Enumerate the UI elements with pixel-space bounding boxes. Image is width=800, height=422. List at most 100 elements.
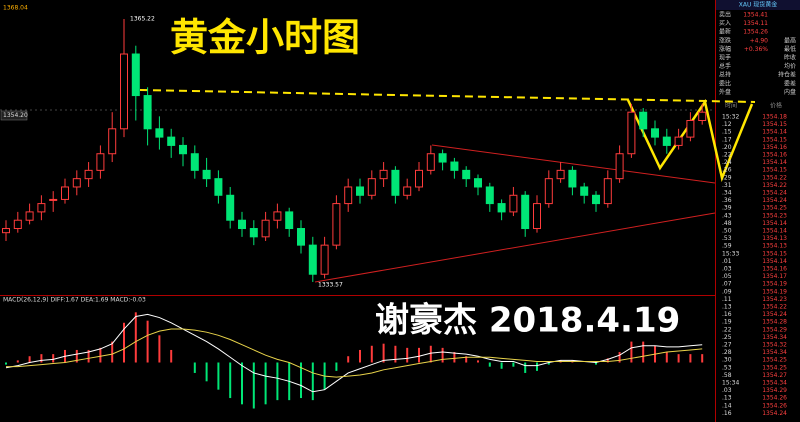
candle-body	[426, 153, 435, 171]
tick-price: 1354.14	[762, 159, 787, 166]
tick-price: 1354.34	[762, 380, 787, 387]
tick-price: 1354.16	[762, 152, 787, 159]
tick-time: .24	[722, 159, 732, 166]
dea-line	[6, 328, 703, 378]
candle-body	[662, 136, 671, 146]
candle-body	[379, 169, 388, 180]
tick-price: 1354.24	[762, 190, 787, 197]
tick-time: .43	[722, 212, 732, 219]
quote-label: 委比	[719, 79, 731, 87]
resistance-line	[139, 89, 756, 103]
tick-time: .26	[722, 167, 732, 174]
trend-line	[314, 212, 716, 283]
tick-price: 1354.19	[762, 288, 787, 295]
tick-time: .29	[722, 174, 732, 181]
tick-time: .39	[722, 205, 732, 212]
candle-body	[202, 169, 211, 180]
zigzag-projection	[626, 98, 754, 183]
tick-price: 1354.29	[762, 387, 787, 394]
low-label: 1333.57	[318, 282, 343, 289]
tick-price: 1354.26	[762, 402, 787, 409]
chart-title: 黄金小时图	[170, 16, 360, 60]
tick-time: .16	[722, 410, 732, 417]
high-label: 1365.22	[130, 16, 155, 23]
tick-price: 1354.25	[762, 364, 787, 371]
quote-label: 持仓差	[778, 71, 796, 79]
tick-time: .03	[722, 387, 732, 394]
tick-time: .03	[722, 266, 732, 273]
quote-value: 1354.26	[743, 29, 768, 36]
tick-time: .13	[722, 395, 732, 402]
quote-label: 总手	[719, 62, 731, 70]
candle-body	[238, 219, 246, 230]
panel-header-bg	[716, 0, 800, 10]
candle-body	[686, 119, 695, 138]
tick-price: 1354.19	[762, 281, 787, 288]
tick-time: .28	[722, 349, 732, 356]
tick-price: 1354.25	[762, 205, 787, 212]
candle-body	[37, 203, 46, 213]
tick-time: .22	[722, 152, 732, 159]
tick-price: 1354.34	[762, 349, 787, 356]
tick-time: .01	[722, 258, 732, 265]
candle-body	[285, 211, 294, 230]
tick-time: .07	[722, 281, 732, 288]
quote-label: 买入	[719, 19, 731, 27]
tick-time: .19	[722, 319, 732, 326]
tick-time: .20	[722, 144, 732, 151]
candle-body	[450, 161, 459, 171]
candle-body	[84, 169, 93, 180]
quote-label: 昨收	[784, 54, 796, 62]
quote-label: 涨跌	[719, 36, 731, 44]
candle-body	[485, 186, 494, 205]
price-box	[0, 110, 28, 121]
candle-body	[120, 53, 128, 130]
candle-body	[544, 178, 553, 205]
candle-body	[131, 53, 140, 97]
candle-body	[391, 169, 400, 196]
tick-time: .53	[722, 364, 732, 371]
quote-value: +0.36%	[744, 46, 768, 53]
tick-price: 1354.24	[762, 410, 787, 417]
tick-price: 1354.28	[762, 319, 787, 326]
candle-body	[344, 186, 353, 205]
candle-body	[320, 244, 329, 275]
candle-body	[332, 203, 341, 246]
candle-body	[698, 111, 707, 121]
candle-body	[356, 186, 364, 196]
quote-value: +4.90	[750, 37, 769, 44]
candle-body	[592, 194, 600, 205]
candle-body	[533, 203, 541, 230]
tick-price: 1354.16	[762, 266, 787, 273]
tick-time: 15:32	[722, 114, 739, 121]
candle-body	[297, 228, 305, 246]
tick-time: .48	[722, 220, 732, 227]
tick-time: .25	[722, 334, 732, 341]
tick-price: 1354.13	[762, 243, 787, 250]
candle-body	[521, 194, 530, 230]
tick-price: 1354.34	[762, 334, 787, 341]
tick-price: 1354.14	[762, 228, 787, 235]
candle-body	[462, 169, 471, 180]
tick-time: .53	[722, 235, 732, 242]
candle-body	[438, 153, 447, 163]
tick-time: .27	[722, 342, 732, 349]
tick-time: .17	[722, 136, 732, 143]
tick-time: .22	[722, 326, 732, 333]
tick-price: 1354.17	[762, 273, 787, 280]
tick-time: .12	[722, 121, 732, 128]
quote-label: 委差	[784, 79, 796, 87]
candle-body	[179, 144, 187, 155]
tick-time: .13	[722, 304, 732, 311]
tick-header: 时间	[725, 102, 737, 110]
tick-price: 1354.15	[762, 167, 787, 174]
panel-header: XAU 现货黄金	[739, 1, 778, 9]
candle-body	[155, 128, 164, 138]
candle-body	[13, 219, 22, 230]
candle-body	[474, 178, 482, 188]
quote-label: 最低	[784, 45, 796, 53]
candle-body	[308, 244, 317, 275]
candle-body	[403, 186, 412, 196]
tick-time: .11	[722, 296, 732, 303]
